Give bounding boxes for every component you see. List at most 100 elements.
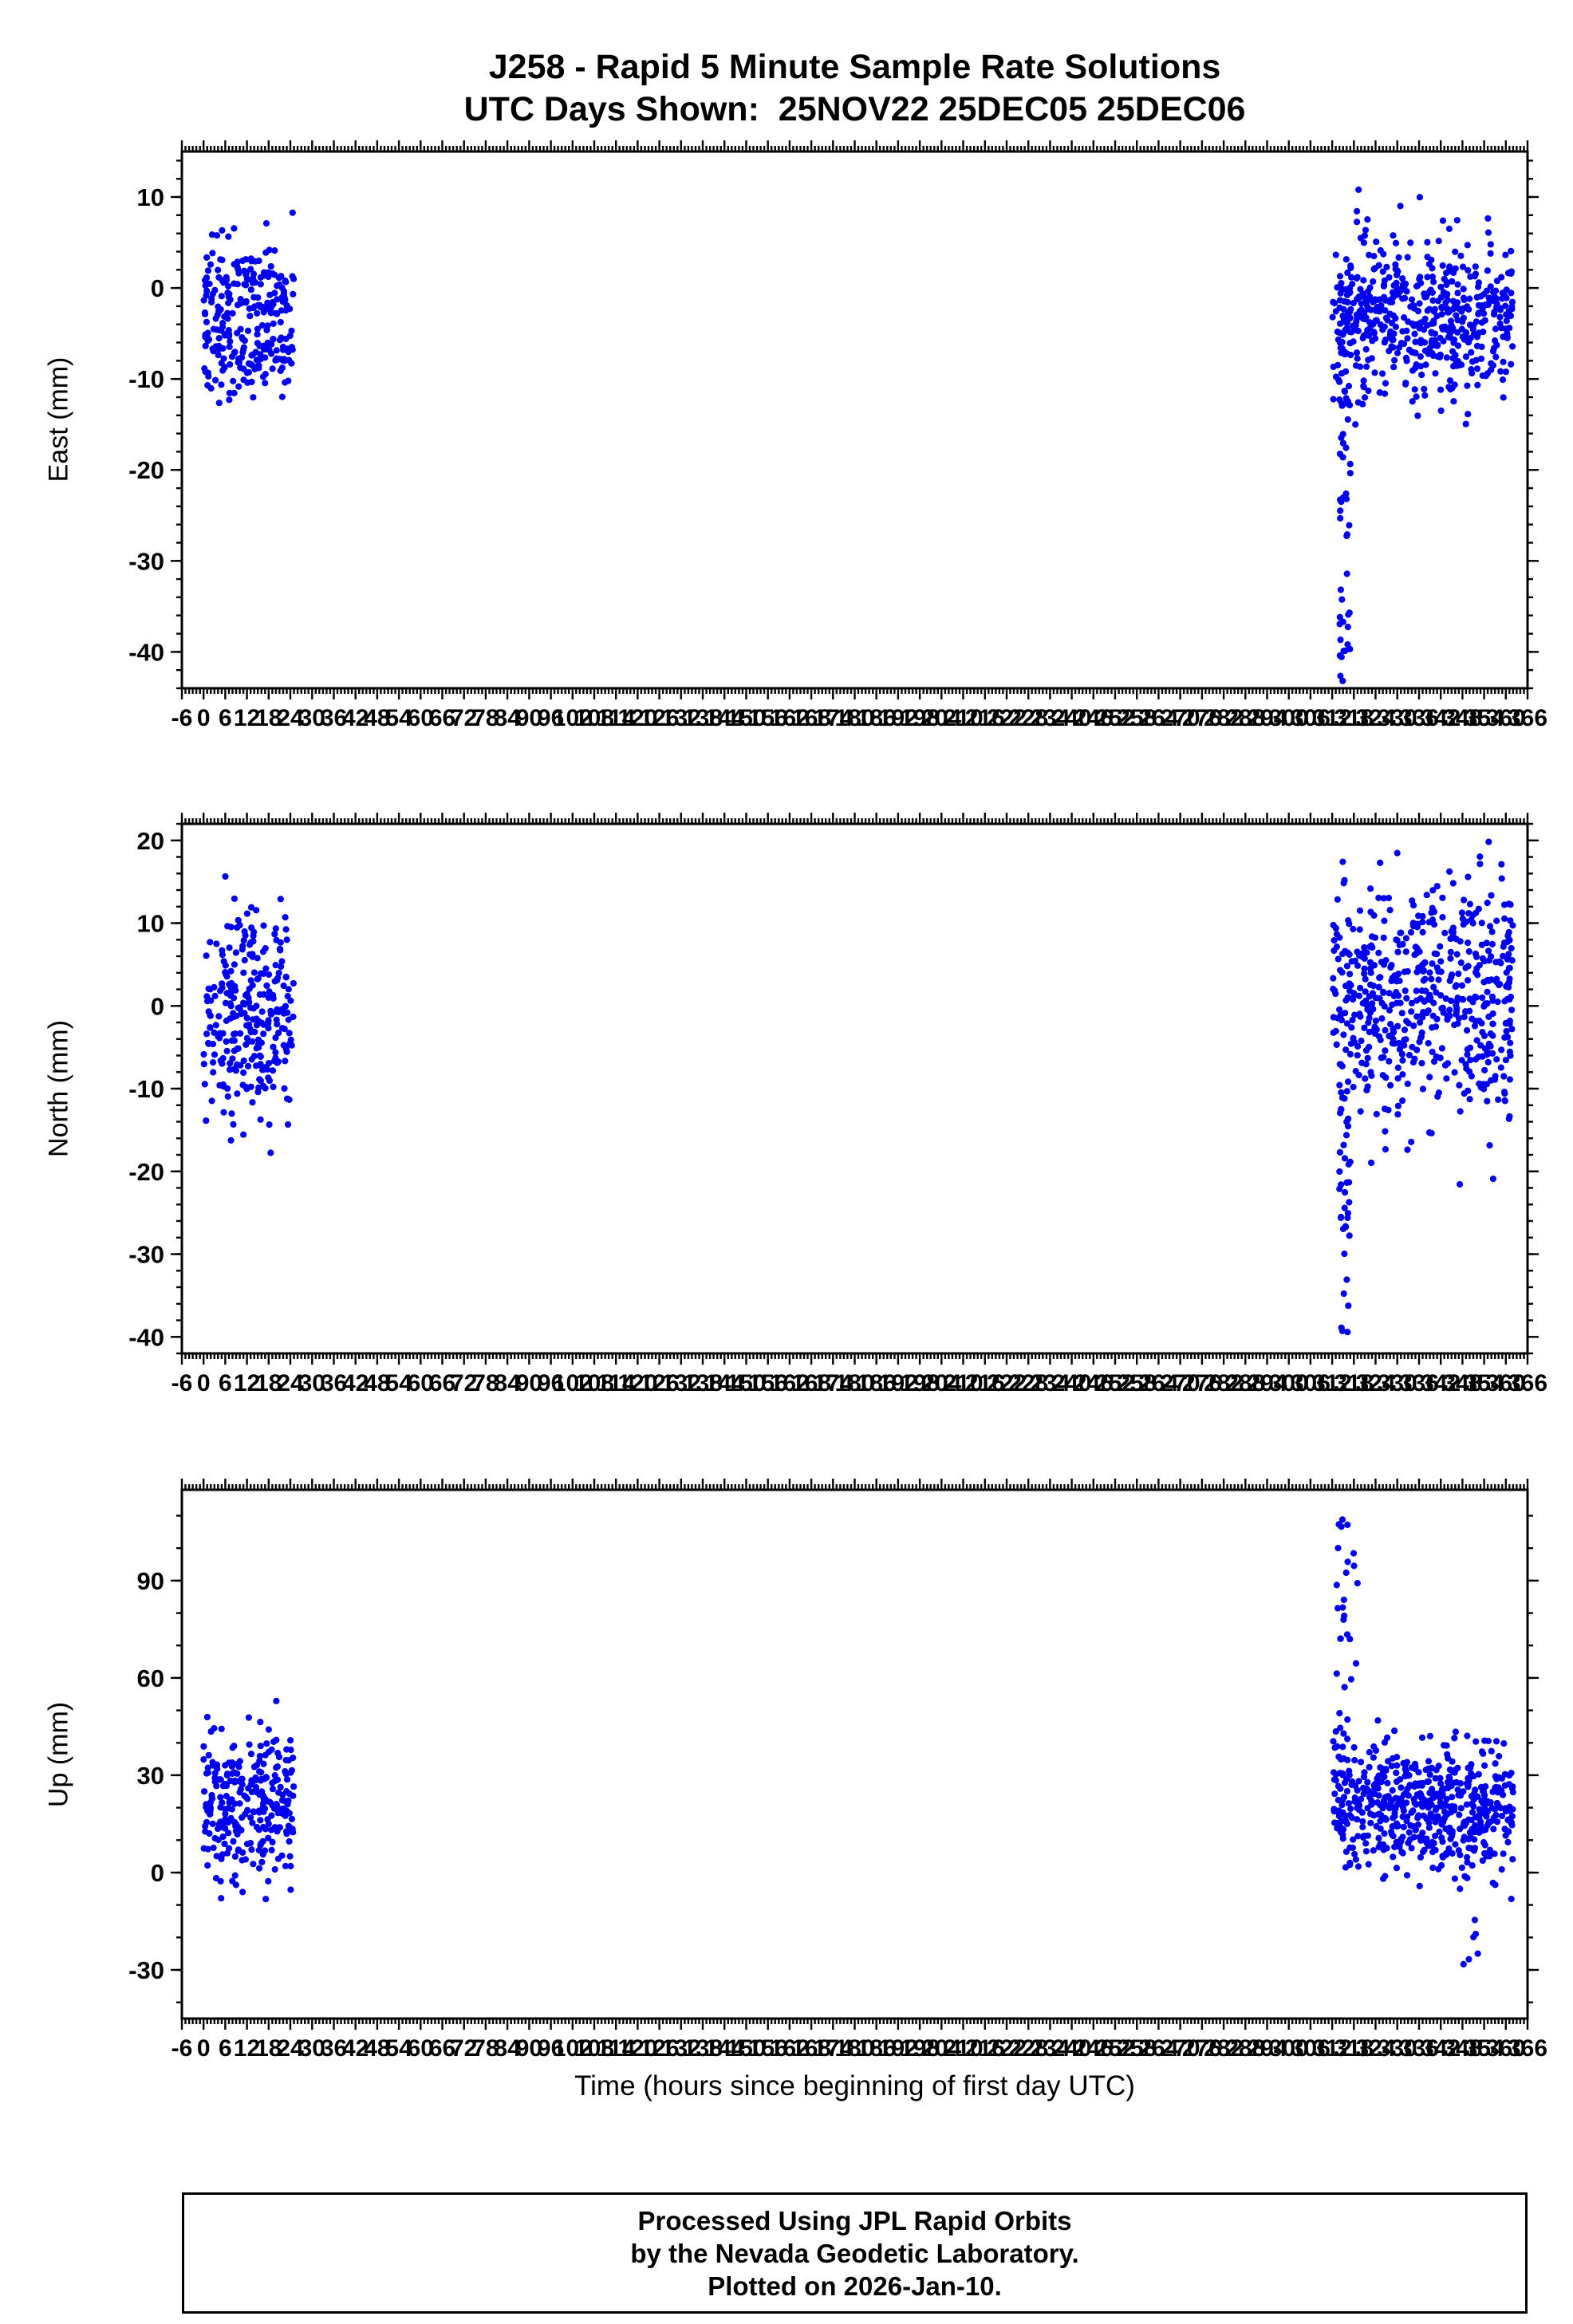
x-tick-label: 342 — [1421, 2035, 1461, 2062]
data-point — [236, 1800, 243, 1807]
data-point — [1426, 1073, 1433, 1081]
x-tick-label: 18 — [255, 2035, 282, 2062]
data-point — [1387, 1799, 1394, 1806]
data-point — [1429, 916, 1437, 924]
data-point — [1501, 1826, 1508, 1833]
x-tick-label: 330 — [1378, 1370, 1417, 1396]
data-point — [218, 293, 225, 300]
data-point — [1401, 1036, 1408, 1043]
data-point — [1347, 1040, 1354, 1047]
x-tick-label: 72 — [451, 2035, 477, 2062]
x-tick-label: 324 — [1355, 1370, 1395, 1396]
data-point — [1438, 1821, 1445, 1828]
data-point — [1403, 1818, 1410, 1825]
data-point — [1465, 338, 1472, 345]
data-point — [1365, 1861, 1372, 1868]
data-point — [1357, 234, 1364, 242]
data-point — [1371, 296, 1379, 303]
data-point — [1347, 982, 1354, 989]
data-point — [1419, 1835, 1427, 1842]
x-tick-label: 96 — [538, 1370, 564, 1396]
data-point — [223, 1771, 231, 1778]
data-point — [1350, 1550, 1358, 1557]
data-point — [1370, 1006, 1377, 1013]
data-point — [1362, 1047, 1370, 1054]
x-tick-label: 102 — [553, 1370, 593, 1396]
data-point — [242, 256, 250, 263]
data-point — [212, 1874, 220, 1882]
data-point — [240, 376, 247, 384]
data-point — [1332, 308, 1339, 315]
data-point — [247, 286, 254, 293]
data-point — [1380, 961, 1388, 968]
data-point — [1382, 1074, 1390, 1081]
data-point — [1501, 1090, 1508, 1097]
data-point — [1496, 1753, 1503, 1760]
data-point — [1437, 283, 1445, 290]
data-point — [272, 962, 279, 969]
data-point — [247, 255, 254, 262]
data-point — [286, 1838, 293, 1845]
data-point — [257, 281, 264, 288]
data-point — [223, 1038, 230, 1046]
data-point — [234, 1760, 241, 1767]
x-tick-label: 0 — [197, 705, 211, 731]
data-point — [1374, 1775, 1381, 1782]
data-point — [1362, 1840, 1370, 1847]
data-point — [1412, 1763, 1419, 1771]
data-point — [203, 1818, 211, 1826]
data-point — [1458, 1057, 1465, 1064]
data-point — [262, 371, 269, 378]
data-point — [250, 394, 257, 401]
x-tick-label: 228 — [1008, 705, 1048, 731]
x-tick-label: 234 — [1030, 705, 1070, 731]
data-point — [243, 369, 250, 376]
data-point — [1331, 300, 1338, 307]
north-plot-border — [180, 822, 1529, 1355]
data-point — [1360, 277, 1367, 284]
data-point — [1332, 251, 1339, 258]
x-tick-label: 114 — [597, 2035, 636, 2062]
data-point — [1508, 1896, 1515, 1903]
data-point — [1361, 965, 1368, 972]
data-point — [282, 1798, 289, 1805]
data-point — [275, 1030, 282, 1037]
x-tick-label: 240 — [1052, 705, 1092, 731]
data-point — [257, 1116, 264, 1123]
data-point — [1418, 371, 1425, 379]
x-tick-label: 330 — [1378, 705, 1417, 731]
data-point — [1425, 1040, 1432, 1047]
data-point — [1480, 310, 1488, 317]
data-point — [242, 299, 250, 306]
data-point — [229, 1770, 236, 1777]
data-point — [282, 307, 290, 314]
data-point — [1433, 989, 1440, 996]
data-point — [1360, 377, 1367, 384]
data-point — [207, 1024, 214, 1031]
data-point — [1446, 263, 1453, 270]
data-point — [216, 1034, 223, 1042]
data-point — [1438, 1045, 1445, 1052]
data-point — [1360, 1784, 1367, 1791]
data-point — [1479, 1029, 1486, 1036]
data-point — [1451, 1735, 1458, 1742]
data-point — [265, 1060, 273, 1067]
data-point — [1488, 940, 1496, 947]
data-point — [1469, 1861, 1476, 1869]
data-point — [278, 393, 286, 400]
data-point — [1360, 239, 1367, 246]
data-point — [1337, 1724, 1344, 1731]
data-point — [262, 220, 270, 227]
x-tick-label: 276 — [1182, 2035, 1222, 2062]
data-point — [1381, 323, 1388, 330]
data-point — [1507, 1818, 1514, 1826]
data-point — [1386, 348, 1393, 355]
data-point — [1444, 279, 1451, 286]
data-point — [1451, 1069, 1458, 1076]
data-point — [262, 965, 270, 972]
data-point — [227, 1777, 234, 1785]
data-point — [1402, 380, 1409, 388]
data-point — [1331, 937, 1338, 944]
data-point — [1347, 1676, 1354, 1683]
data-point — [1468, 1816, 1475, 1824]
